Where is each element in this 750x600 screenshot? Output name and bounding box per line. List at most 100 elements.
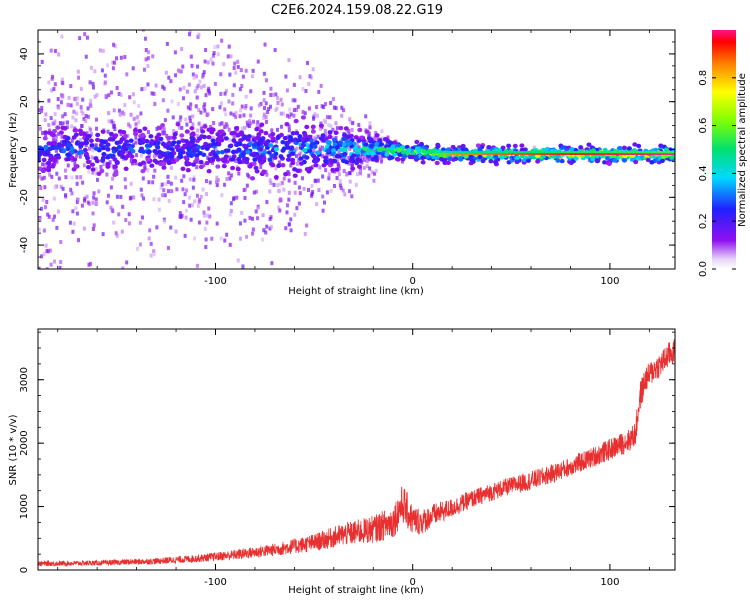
spectrogram-cell (172, 129, 176, 134)
spectrogram-cell (138, 220, 142, 225)
spectrogram-cell (46, 249, 50, 254)
spectrogram-cell (117, 129, 123, 134)
spectrogram-cell (670, 151, 673, 155)
spectrogram-cell (229, 201, 233, 206)
spectrogram-cell (305, 223, 309, 228)
spectrogram-cell (58, 121, 62, 126)
spectrogram-cell (669, 153, 672, 155)
spectrogram-cell (348, 179, 352, 184)
spectrogram-cell (290, 131, 296, 136)
spectrogram-cell (560, 151, 563, 155)
spectrogram-cell (38, 126, 42, 131)
spectrogram-cell (71, 229, 75, 234)
spectrogram-cell (263, 106, 267, 111)
spectrogram-cell (514, 153, 517, 155)
spectrogram-cell (215, 183, 219, 188)
spectrogram-cell (221, 163, 227, 169)
spectrogram-cell (204, 245, 208, 250)
spectrogram-cell (310, 183, 314, 188)
spectrogram-cell (257, 156, 263, 162)
spectrogram-cell (347, 155, 351, 160)
spectrogram-cell (67, 95, 71, 100)
spectrogram-cell (473, 151, 476, 155)
spectrogram-cell (389, 149, 395, 154)
spectrogram-cell (223, 136, 229, 141)
spectrogram-cell (59, 239, 63, 244)
spectrogram-cell (72, 109, 76, 114)
spectrogram-cell (347, 146, 351, 151)
spectrogram-cell (117, 108, 121, 113)
spectrogram-cell (294, 154, 298, 159)
spectrogram-cell (108, 153, 114, 158)
spectrogram-cell (259, 122, 265, 127)
spectrogram-cell (434, 160, 440, 166)
spectrogram-cell (493, 151, 496, 155)
spectrogram-cell (110, 207, 114, 212)
spectrogram-cell (293, 118, 299, 124)
spectrogram-cell (227, 171, 231, 176)
spectrogram-cell (247, 174, 251, 179)
spectrogram-cell (127, 122, 131, 127)
spectrogram-cell (49, 132, 55, 137)
spectrogram-cell (521, 151, 524, 155)
spectrogram-cell (176, 140, 182, 145)
spectrogram-cell (229, 54, 233, 59)
spectrogram-cell (278, 132, 284, 138)
spectrogram-cell (373, 171, 377, 176)
spectrogram-cell (339, 156, 343, 161)
spectrogram-cell (616, 153, 619, 155)
spectrogram-cell (297, 158, 301, 163)
spectrogram-cell (266, 110, 270, 115)
spectrogram-cell (99, 168, 105, 174)
spectrogram-cell (348, 120, 352, 125)
spectrogram-cell (476, 151, 479, 155)
spectrogram-cell (189, 126, 195, 131)
spectrogram-cell (553, 151, 556, 155)
spectrogram-cell (514, 151, 517, 155)
spectrogram-cell (300, 176, 304, 181)
spectrogram-cell (541, 151, 544, 155)
spectrogram-cell (342, 108, 346, 113)
spectrogram-cell (197, 220, 201, 225)
spectrogram-cell (75, 175, 79, 180)
spectrogram-cell (262, 228, 266, 233)
spectrogram-cell (165, 41, 169, 46)
spectrogram-cell (483, 151, 486, 155)
spectrogram-cell (447, 156, 453, 161)
spectrogram-cell (219, 91, 223, 96)
spectrogram-cell (443, 150, 446, 155)
spectrogram-cell (505, 153, 508, 155)
spectrogram-cell (278, 188, 282, 193)
spectrogram-cell (573, 151, 576, 155)
spectrogram-cell (38, 155, 41, 160)
spectrogram-cell (347, 128, 351, 133)
spectrogram-cell (61, 186, 65, 191)
spectrogram-cell (103, 73, 107, 78)
spectrogram-cell (635, 156, 641, 161)
spectrogram-cell (364, 114, 368, 119)
spectrogram-cell (506, 151, 509, 155)
spectrogram-cell (243, 218, 247, 223)
spectrogram-cell (216, 178, 220, 183)
spectrogram-cell (533, 153, 536, 155)
spectrogram-cell (551, 153, 554, 155)
figure-title: C2E6.2024.159.08.22.G19 (271, 3, 443, 18)
spectrogram-cell (598, 151, 601, 155)
spectrogram-cell (38, 146, 44, 151)
spectrogram-cell (262, 112, 266, 117)
spectrogram-cell (286, 153, 292, 159)
colorbar-ticks: 0.00.20.40.60.8 (698, 70, 736, 277)
spectrogram-cell (216, 52, 220, 57)
spectrogram-cell (465, 151, 468, 155)
spectrogram-cell (331, 148, 337, 153)
spectrogram-cell (304, 155, 310, 160)
spectrogram-cell (331, 127, 335, 132)
spectrogram-cell (457, 153, 460, 155)
spectrogram-cell (259, 101, 263, 106)
spectrogram-cell (66, 163, 70, 168)
spectrogram-cell (463, 153, 466, 155)
spectrogram-cell (57, 52, 61, 57)
spectrogram-cell (161, 193, 165, 198)
spectrogram-cell (606, 153, 609, 155)
spectrogram-cell (632, 153, 635, 155)
